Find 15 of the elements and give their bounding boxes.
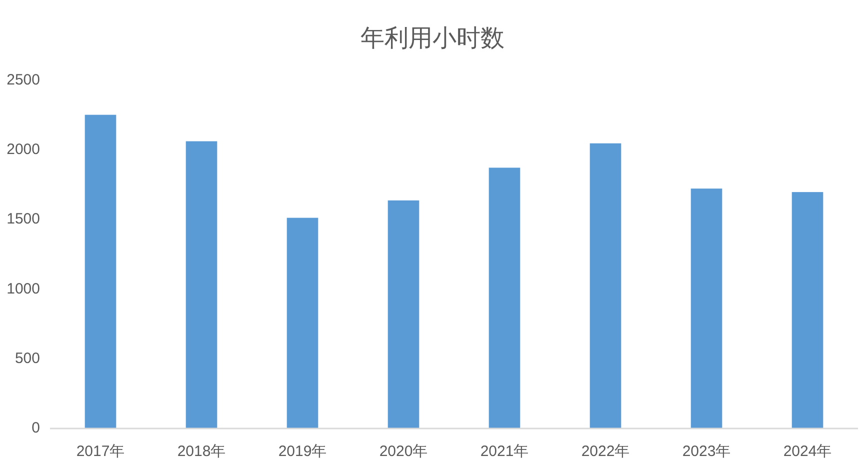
xtick: 2017年 [76, 443, 125, 460]
title: 年利用小时数 [360, 25, 504, 52]
ytick: 500 [14, 350, 40, 367]
ytick: 2500 [6, 72, 40, 88]
xtick: 2020年 [379, 443, 428, 460]
ytick: 2000 [6, 141, 40, 158]
xtick: 2018年 [177, 443, 226, 460]
xtick: 2019年 [278, 443, 327, 460]
xtick: 2023年 [682, 443, 731, 460]
ytick: 0 [32, 420, 40, 436]
xtick: 2022年 [581, 443, 630, 460]
ytick: 1500 [6, 210, 40, 228]
xtick: 2021年 [480, 443, 529, 460]
xtick: 2024年 [783, 443, 832, 460]
ytick: 1000 [6, 280, 40, 298]
